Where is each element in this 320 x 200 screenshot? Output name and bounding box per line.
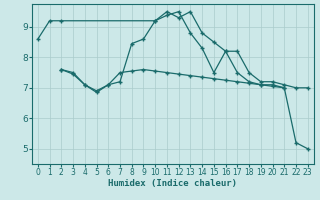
X-axis label: Humidex (Indice chaleur): Humidex (Indice chaleur) (108, 179, 237, 188)
